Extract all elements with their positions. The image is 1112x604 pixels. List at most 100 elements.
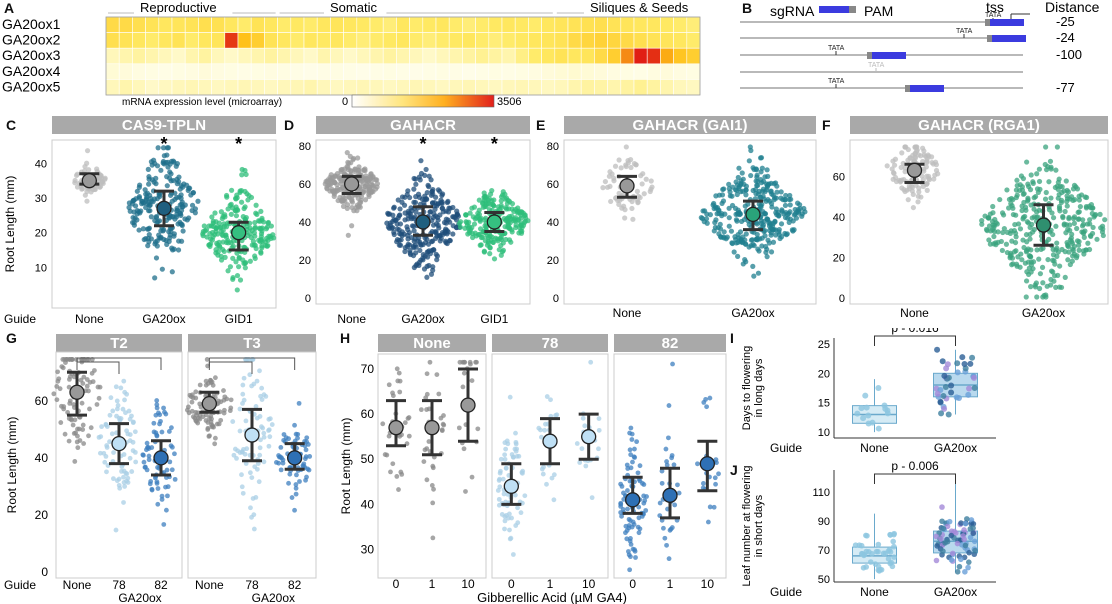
data-point — [62, 431, 68, 437]
data-point — [892, 174, 899, 181]
data-point — [773, 227, 779, 233]
y-tick-label: 80 — [299, 141, 311, 153]
data-point — [344, 205, 350, 212]
data-point — [94, 166, 100, 172]
data-point — [399, 194, 406, 200]
data-point — [772, 195, 778, 201]
median-marker — [625, 492, 641, 508]
data-point — [618, 501, 624, 507]
data-point — [726, 215, 732, 221]
heatmap-cell — [171, 32, 186, 49]
heatmap-cell — [290, 63, 305, 80]
data-point — [266, 416, 272, 422]
data-point — [864, 532, 870, 539]
data-point — [970, 374, 977, 381]
data-point — [501, 491, 507, 497]
data-point — [630, 519, 636, 525]
data-point — [184, 182, 190, 188]
x-tick-label: None — [900, 306, 929, 320]
data-point — [124, 471, 130, 477]
data-point — [722, 211, 728, 217]
data-point — [751, 273, 757, 279]
data-point — [636, 515, 642, 521]
data-point — [711, 200, 717, 207]
data-point — [551, 497, 557, 503]
heatmap-cell — [158, 16, 173, 33]
data-point — [1026, 265, 1032, 271]
data-point — [160, 145, 167, 151]
heatmap-cell — [369, 47, 384, 65]
x-tick-label: GID1 — [225, 312, 253, 326]
data-point — [390, 390, 395, 396]
heatmap-cell — [369, 16, 384, 33]
heatmap-cell — [184, 63, 199, 80]
data-point — [596, 427, 602, 433]
data-point — [551, 472, 557, 478]
heatmap-cell — [171, 63, 186, 80]
data-point — [151, 420, 157, 426]
data-point — [369, 174, 376, 180]
data-point — [1019, 184, 1025, 190]
data-point — [502, 224, 508, 230]
data-point — [858, 542, 865, 549]
data-point — [762, 210, 768, 217]
strip-title: GAHACR (GAI1) — [633, 117, 748, 134]
panel-letter-c: C — [6, 117, 17, 133]
data-point — [509, 515, 514, 521]
median-marker — [287, 450, 303, 466]
data-point — [716, 471, 721, 477]
heatmap-cell — [396, 63, 410, 80]
data-point — [1069, 246, 1076, 252]
data-point — [80, 422, 86, 428]
data-point — [148, 236, 154, 242]
y-tick-label: 40 — [361, 497, 375, 511]
heatmap-cell — [277, 47, 292, 65]
heatmap-cell — [567, 16, 582, 33]
heatmap-cell — [686, 47, 701, 65]
data-point — [503, 446, 509, 452]
data-point — [249, 383, 255, 389]
data-point — [243, 171, 249, 178]
data-point — [629, 437, 635, 442]
data-point — [751, 242, 757, 249]
y-tick-label: 70 — [818, 545, 830, 557]
heatmap-cell — [158, 47, 173, 65]
heatmap-cell — [105, 32, 120, 49]
data-point — [498, 204, 505, 211]
data-point — [430, 500, 436, 506]
panel-letter-i: I — [730, 330, 734, 346]
data-point — [1009, 238, 1015, 244]
data-point — [602, 178, 608, 185]
pvalue-label: p - 0.006 — [891, 460, 939, 473]
data-point — [924, 173, 930, 179]
data-point — [923, 164, 929, 170]
data-point — [483, 224, 489, 231]
y-tick-label: 40 — [35, 451, 49, 465]
y-tick-label: 10 — [35, 262, 47, 274]
data-point — [1050, 257, 1056, 263]
data-point — [169, 269, 175, 275]
data-point — [146, 457, 152, 463]
data-point — [430, 186, 436, 193]
data-point — [940, 548, 946, 554]
data-point — [406, 415, 412, 420]
heatmap-cell — [277, 32, 292, 49]
data-point — [79, 186, 85, 192]
data-point — [212, 210, 218, 216]
data-point — [987, 241, 993, 247]
data-point — [514, 453, 520, 459]
data-point — [218, 209, 225, 215]
data-point — [580, 415, 586, 421]
data-point — [73, 172, 80, 179]
heatmap-cell — [118, 79, 133, 96]
data-point — [456, 220, 463, 227]
data-point — [713, 457, 719, 463]
heatmap-cell — [237, 63, 252, 80]
data-point — [516, 230, 522, 236]
data-point — [161, 153, 167, 159]
data-point — [172, 451, 177, 457]
data-point — [737, 229, 744, 235]
data-point — [600, 185, 606, 191]
